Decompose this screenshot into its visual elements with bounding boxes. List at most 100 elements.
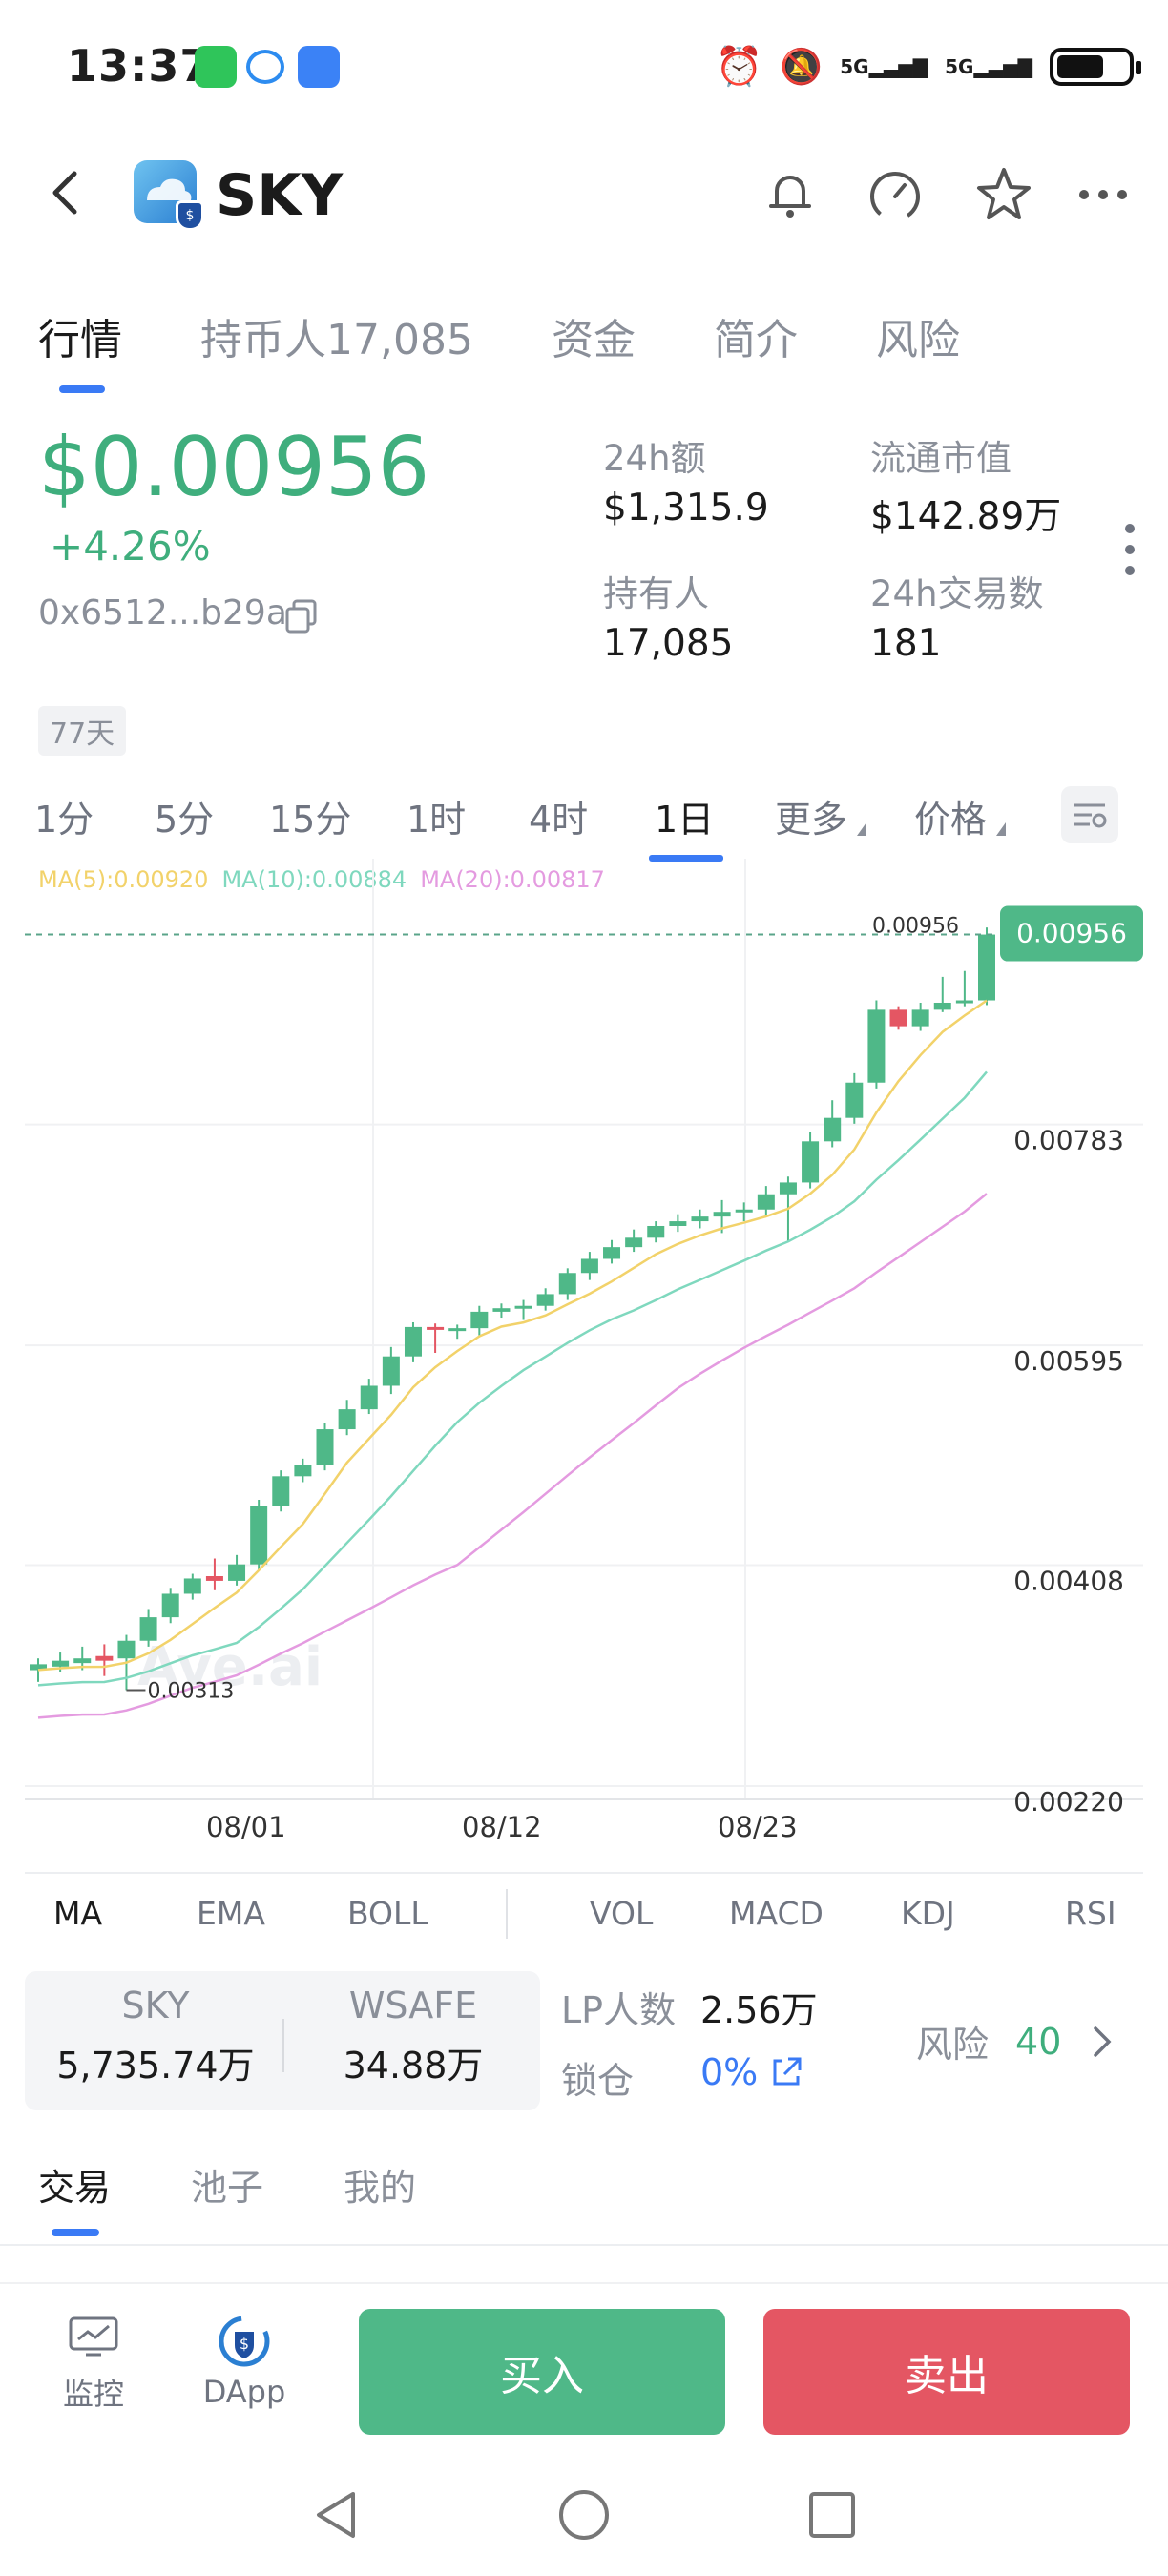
- svg-text:$: $: [240, 2335, 249, 2353]
- candle-body: [867, 1009, 886, 1083]
- more-icon[interactable]: [1071, 162, 1136, 227]
- tab-market[interactable]: 行情: [38, 316, 122, 364]
- interval-5m[interactable]: 5分: [155, 799, 215, 841]
- tab-holders[interactable]: 持币人17,085: [200, 316, 473, 364]
- low-marker: 0.00313: [147, 1679, 234, 1703]
- tab-mine[interactable]: 我的: [344, 2167, 417, 2209]
- tab-indicator: [52, 2229, 99, 2236]
- lock-value: 0%: [700, 2051, 759, 2093]
- ma20-legend: MA(20):0.00817: [420, 866, 605, 893]
- divider: [506, 1889, 508, 1939]
- indicator-ema[interactable]: EMA: [197, 1895, 265, 1932]
- star-icon[interactable]: [971, 162, 1036, 227]
- candle-body: [161, 1593, 179, 1618]
- sell-button[interactable]: 卖出: [763, 2309, 1130, 2435]
- nav-recents-icon[interactable]: [803, 2486, 861, 2544]
- indicator-ma[interactable]: MA: [53, 1895, 103, 1932]
- interval-1m[interactable]: 1分: [34, 799, 94, 841]
- indicator-vol[interactable]: VOL: [590, 1895, 654, 1932]
- chart-settings-button[interactable]: [1061, 786, 1118, 843]
- interval-4h[interactable]: 4时: [529, 799, 589, 841]
- candle-body: [30, 1664, 47, 1671]
- alarm-icon: ⏰: [715, 45, 763, 89]
- dapp-icon: $: [219, 2316, 270, 2367]
- tab-intro[interactable]: 简介: [713, 316, 798, 364]
- indicator-kdj[interactable]: KDJ: [901, 1895, 955, 1932]
- indicator-macd[interactable]: MACD: [729, 1895, 824, 1932]
- monitor-button[interactable]: 监控: [27, 2313, 160, 2414]
- candle-body: [52, 1660, 70, 1667]
- dapp-button[interactable]: $ DApp: [177, 2313, 311, 2410]
- speedometer-icon[interactable]: [863, 162, 928, 227]
- candle-body: [845, 1082, 864, 1118]
- tab-trade[interactable]: 交易: [38, 2167, 112, 2209]
- candle-body: [713, 1212, 731, 1217]
- contract-address: 0x6512...b29a: [38, 593, 287, 633]
- copy-icon[interactable]: [282, 597, 321, 635]
- risk-score-button[interactable]: 风险 40: [916, 2015, 1116, 2067]
- back-icon[interactable]: [38, 164, 95, 221]
- candle-body: [448, 1328, 467, 1332]
- interval-indicator: [649, 855, 723, 862]
- candle-body: [338, 1409, 356, 1430]
- risk-value: 40: [1015, 2020, 1062, 2063]
- candle-body: [183, 1578, 201, 1594]
- current-price-marker: 0.00956: [872, 915, 959, 939]
- ma5-line: [37, 999, 988, 1672]
- y-tick-label: 0.00595: [1013, 1345, 1124, 1377]
- system-nav-bar: [0, 2458, 1168, 2576]
- interval-1d[interactable]: 1日: [655, 799, 715, 841]
- x-tick-label: 08/23: [718, 1811, 798, 1843]
- candle-body: [492, 1308, 511, 1312]
- token-title: SKY: [216, 162, 344, 229]
- tab-risk[interactable]: 风险: [875, 316, 960, 364]
- current-price: $0.00956: [38, 420, 430, 515]
- candle-body: [889, 1009, 907, 1027]
- nav-back-icon[interactable]: [307, 2486, 365, 2544]
- candle-body: [360, 1385, 378, 1410]
- candle-body: [316, 1429, 334, 1465]
- monitor-icon: [69, 2316, 118, 2357]
- y-tick-label: 0.00408: [1013, 1565, 1124, 1596]
- indicator-boll[interactable]: BOLL: [347, 1895, 428, 1932]
- signal-icon: 5G▂▃▅▇: [840, 54, 928, 78]
- candle-body: [536, 1294, 554, 1306]
- price-mode-dropdown[interactable]: 价格: [914, 790, 1007, 842]
- candle-body: [514, 1305, 532, 1309]
- tab-indicator: [59, 385, 105, 393]
- interval-more[interactable]: 更多: [775, 790, 867, 842]
- nav-home-icon[interactable]: [555, 2486, 613, 2544]
- price-chart[interactable]: Ave.ai 0.00956 0.00956 0.00313 0.00783 0.0059…: [25, 859, 1143, 1813]
- candle-body: [250, 1506, 268, 1565]
- message-icon: [298, 46, 340, 88]
- ma20-line: [37, 1193, 988, 1719]
- kebab-icon[interactable]: [1122, 521, 1137, 578]
- mute-icon: 🔕: [780, 47, 824, 87]
- candle-body: [647, 1225, 665, 1238]
- monitor-label: 监控: [62, 2376, 124, 2412]
- pool-token-b-amount: 34.88万: [343, 2045, 484, 2087]
- ma10-line: [37, 1070, 988, 1687]
- indicator-rsi[interactable]: RSI: [1065, 1895, 1116, 1932]
- risk-label: 风险: [916, 2024, 990, 2066]
- lock-link[interactable]: 0%: [700, 2051, 805, 2093]
- buy-button[interactable]: 买入: [359, 2309, 725, 2435]
- ma10-legend: MA(10):0.00884: [221, 866, 407, 893]
- stat-volume-value: $1,315.9: [603, 487, 769, 530]
- pool-token-b: WSAFE: [348, 1984, 478, 2026]
- stat-mcap-label: 流通市值: [870, 438, 1012, 479]
- lock-label: 锁仓: [561, 2060, 635, 2102]
- interval-1h[interactable]: 1时: [407, 799, 467, 841]
- x-tick-label: 08/01: [206, 1811, 286, 1843]
- tab-pools[interactable]: 池子: [191, 2167, 264, 2209]
- tab-funds[interactable]: 资金: [551, 316, 636, 364]
- interval-15m[interactable]: 15分: [269, 799, 352, 841]
- status-bar: 13:37 ⏰ 🔕 5G▂▃▅▇ 5G▂▃▅▇: [0, 0, 1168, 134]
- candle-body: [802, 1141, 820, 1183]
- stat-volume-label: 24h额: [603, 438, 706, 479]
- dapp-label: DApp: [202, 2374, 286, 2410]
- divider: [282, 2019, 284, 2072]
- ma-legend: MA(5):0.00920 MA(10):0.00884 MA(20):0.00…: [38, 866, 605, 893]
- bell-icon[interactable]: [758, 162, 823, 227]
- candle-body: [404, 1326, 422, 1357]
